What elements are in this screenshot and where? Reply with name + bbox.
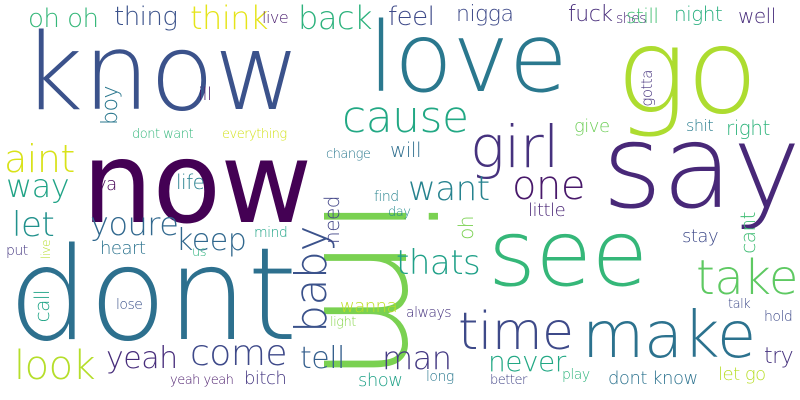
word-play: play <box>562 367 590 383</box>
word-thats: thats <box>396 243 481 283</box>
word-everything: everything <box>222 127 287 142</box>
word-cant: cant <box>736 212 760 254</box>
word-live: live <box>262 8 289 27</box>
word-fuck: fuck <box>568 2 613 27</box>
word-lose: lose <box>116 297 143 313</box>
word-make: make <box>582 299 756 373</box>
word-heart: heart <box>100 238 146 259</box>
word-change: change <box>326 147 371 162</box>
word-feel: feel <box>388 2 435 32</box>
word-dont-want: dont want <box>132 127 194 142</box>
word-us: us <box>192 245 207 260</box>
word-see: see <box>488 200 648 307</box>
word-go: go <box>616 2 759 140</box>
word-keep: keep <box>176 223 247 258</box>
word-ya: ya <box>96 174 117 195</box>
word-give: give <box>574 116 610 137</box>
word-take: take <box>696 250 798 306</box>
word-now: now <box>82 119 312 249</box>
word-life: life <box>176 170 205 194</box>
word-better: better <box>490 373 527 388</box>
word-time: time <box>458 302 574 362</box>
word-nigga: nigga <box>456 2 514 27</box>
word-put: put <box>6 243 28 259</box>
word-need: need <box>320 196 344 244</box>
word-boy: boy <box>98 86 123 125</box>
word-know: know <box>22 11 301 134</box>
word-man: man <box>382 339 452 377</box>
word-look: look <box>14 343 96 389</box>
word-never: never <box>488 345 566 378</box>
word-stay: stay <box>682 226 719 247</box>
word-gotta: gotta <box>638 70 656 107</box>
word-bitch: bitch <box>244 368 287 389</box>
word-find: find <box>374 189 399 205</box>
word-let-go: let go <box>718 364 766 385</box>
word-youre: youre <box>90 205 179 243</box>
word-try: try <box>764 344 794 369</box>
word-still: still <box>626 4 659 28</box>
word-ill: ill <box>198 84 212 105</box>
word-little: little <box>528 200 566 221</box>
word-shes: shes <box>616 11 647 27</box>
word-tell: tell <box>300 341 345 376</box>
word-let: let <box>12 205 55 245</box>
word-girl: girl <box>470 113 559 181</box>
word-mind: mind <box>254 225 288 241</box>
word-light: light <box>330 315 356 330</box>
word-right: right <box>726 116 770 140</box>
word-love: love <box>368 2 568 114</box>
word-oh: oh <box>454 216 478 240</box>
word-show: show <box>358 370 403 391</box>
word-day: day <box>388 205 411 220</box>
word-well: well <box>738 4 776 28</box>
word-call: call <box>30 290 54 323</box>
word-im: im <box>288 196 462 383</box>
word-dont: dont <box>8 221 297 370</box>
word-way: way <box>6 167 70 205</box>
word-one: one <box>512 163 585 209</box>
word-always: always <box>406 305 452 321</box>
word-come: come <box>190 333 288 374</box>
word-live-small: live <box>39 240 53 260</box>
word-back: back <box>298 0 373 37</box>
word-will: will <box>390 138 422 162</box>
word-aint: aint <box>4 137 75 181</box>
word-cause: cause <box>342 92 469 143</box>
word-think: think <box>190 0 269 37</box>
word-yeah-yeah: yeah yeah <box>170 373 234 388</box>
word-thing: thing <box>114 2 178 32</box>
word-want: want <box>408 169 490 209</box>
word-wanna: wanna <box>340 296 398 317</box>
word-oh-oh: oh oh <box>28 4 99 34</box>
word-say: say <box>602 100 800 235</box>
word-shit: shit <box>686 116 714 135</box>
word-hold: hold <box>764 309 793 325</box>
word-dont-know: dont know <box>608 368 698 389</box>
word-long: long <box>426 369 454 385</box>
word-talk: talk <box>728 297 751 312</box>
word-yeah: yeah <box>106 341 178 376</box>
word-night: night <box>674 2 723 26</box>
